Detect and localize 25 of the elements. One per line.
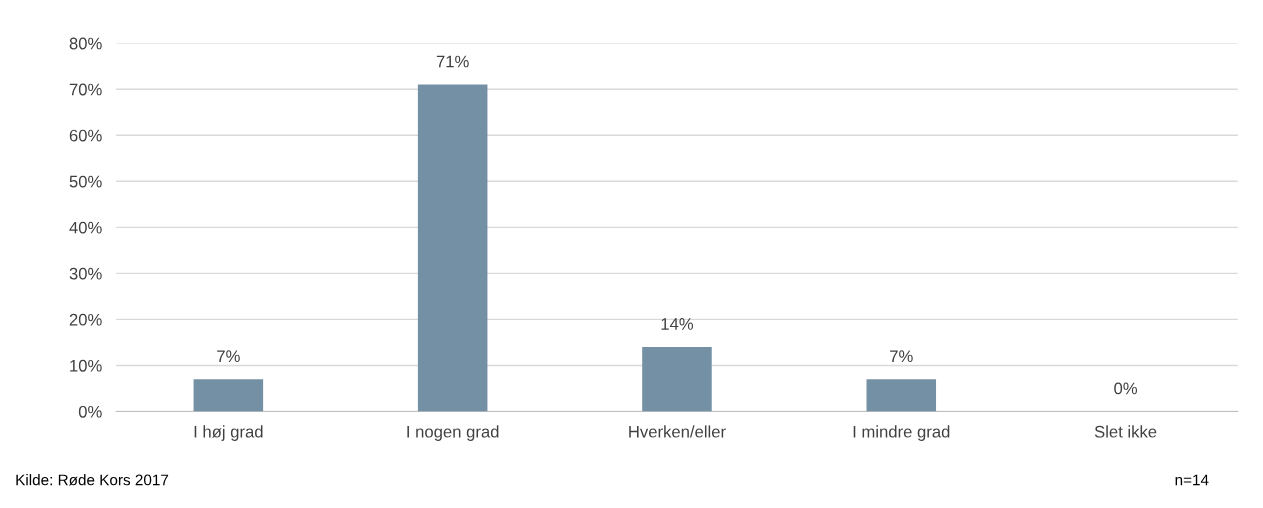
x-tick-label: I mindre grad — [853, 425, 950, 441]
x-tick-label: Slet ikke — [1094, 425, 1157, 438]
y-tick-label: 30% — [69, 267, 102, 280]
y-tick-label: 60% — [69, 129, 102, 142]
x-tick-label: I nogen grad — [407, 425, 499, 441]
x-tick-label: Hverken/eller — [629, 425, 726, 438]
y-tick-label: 40% — [69, 221, 102, 234]
data-label: 14% — [661, 318, 694, 330]
y-tick-label: 10% — [70, 359, 102, 372]
x-tick-label: I høj grad — [194, 425, 263, 441]
y-tick-label: 0% — [78, 405, 102, 418]
y-tick-label: 70% — [69, 83, 102, 96]
y-tick-label: 80% — [69, 37, 102, 50]
text: n=14 — [1175, 474, 1209, 486]
bar — [642, 347, 712, 412]
data-label: 0% — [1114, 382, 1138, 395]
bar — [193, 379, 264, 412]
bar — [866, 379, 937, 412]
data-label: 71% — [436, 55, 469, 68]
text: Kilde: Røde Kors 2017 — [16, 474, 169, 486]
y-tick-label: 50% — [69, 175, 102, 188]
y-tick-label: 20% — [69, 313, 102, 326]
data-label: 7% — [890, 350, 913, 363]
bar — [417, 84, 488, 412]
data-label: 7% — [217, 350, 240, 363]
